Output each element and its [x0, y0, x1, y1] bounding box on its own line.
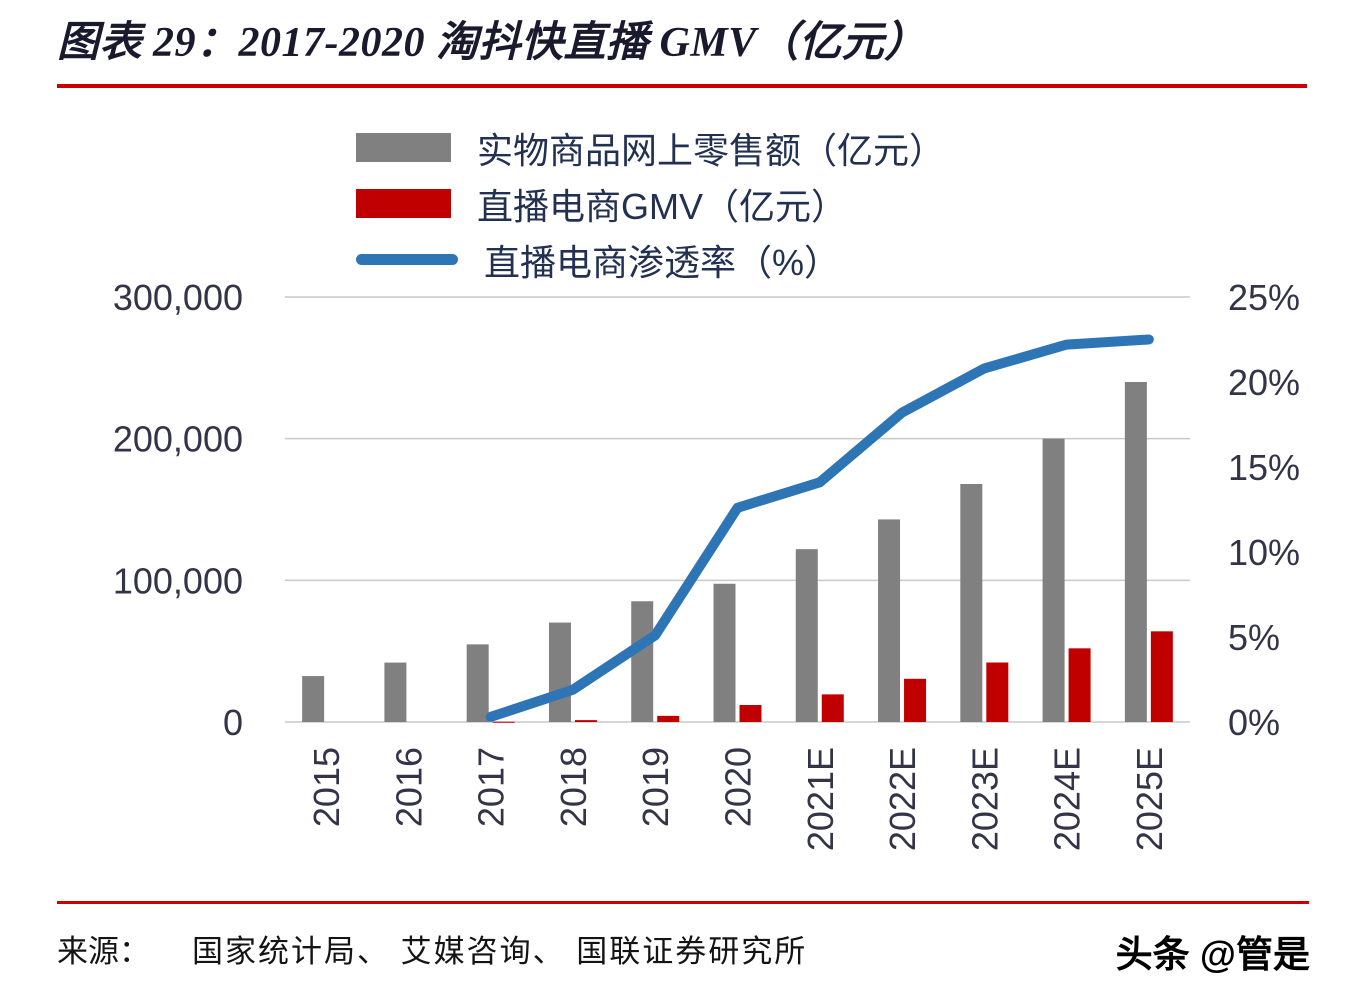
bar	[739, 705, 762, 722]
top-divider	[57, 84, 1307, 88]
y-axis-label-right: 15%	[1228, 447, 1300, 488]
bar	[878, 519, 901, 722]
legend-line-swatch	[356, 254, 458, 265]
x-axis-label: 2017	[471, 747, 512, 827]
y-axis-label-right: 20%	[1228, 362, 1300, 403]
legend-item: 实物商品网上零售额（亿元）	[356, 126, 945, 171]
x-axis-label: 2019	[635, 747, 676, 827]
bar	[548, 622, 571, 722]
y-axis-label-left: 100,000	[113, 560, 243, 601]
bar	[466, 644, 489, 722]
bar	[574, 720, 597, 722]
y-axis-label-right: 5%	[1228, 617, 1280, 658]
bar	[795, 549, 818, 722]
bottom-divider	[57, 901, 1309, 904]
bar	[302, 676, 325, 722]
y-axis-label-left: 0	[223, 702, 243, 743]
bar	[1124, 382, 1147, 722]
x-axis-label: 2015	[306, 747, 347, 827]
bar	[1068, 648, 1091, 722]
source-label: 来源：	[57, 934, 150, 969]
legend-label: 直播电商GMV（亿元）	[477, 185, 848, 227]
chart-title: 图表 29：2017-2020 淘抖快直播 GMV（亿元）	[57, 20, 927, 66]
y-axis-label-left: 300,000	[113, 277, 243, 318]
y-axis-label-right: 0%	[1228, 702, 1280, 743]
bar	[657, 715, 680, 722]
bar	[713, 583, 736, 722]
bar	[631, 601, 654, 722]
y-axis-label-right: 10%	[1228, 532, 1300, 573]
trend-line	[485, 334, 1154, 722]
bar	[986, 662, 1009, 722]
watermark: 头条 @管是	[1115, 934, 1310, 975]
legend-label: 实物商品网上零售额（亿元）	[477, 129, 946, 171]
x-axis-label: 2018	[553, 747, 594, 827]
legend-item: 直播电商渗透率（%）	[356, 238, 945, 283]
legend-bar-swatch	[356, 133, 451, 162]
bar	[492, 721, 515, 723]
x-axis-label: 2025E	[1129, 747, 1170, 851]
source-text: 国家统计局、 艾媒咨询、 国联证券研究所	[192, 934, 808, 969]
legend-bar-swatch	[356, 189, 451, 218]
x-axis-label: 2022E	[882, 747, 923, 851]
x-axis-label: 2023E	[964, 747, 1005, 851]
chart-legend: 实物商品网上零售额（亿元） 直播电商GMV（亿元） 直播电商渗透率（%）	[356, 126, 945, 283]
y-axis-label-left: 200,000	[113, 419, 243, 460]
bar	[904, 678, 927, 722]
source-row: 来源： 国家统计局、 艾媒咨询、 国联证券研究所	[57, 926, 807, 971]
bar	[821, 694, 844, 722]
bar	[1042, 438, 1065, 722]
bar	[960, 484, 983, 722]
x-axis-label: 2024E	[1047, 747, 1088, 851]
x-axis-label: 2016	[388, 747, 429, 827]
x-axis-label: 2020	[718, 747, 759, 827]
legend-label: 直播电商渗透率（%）	[484, 241, 841, 283]
legend-item: 直播电商GMV（亿元）	[356, 182, 945, 227]
bar	[384, 662, 407, 722]
y-axis-label-right: 25%	[1228, 277, 1300, 318]
bar	[1150, 631, 1173, 722]
x-axis-label: 2021E	[800, 747, 841, 851]
